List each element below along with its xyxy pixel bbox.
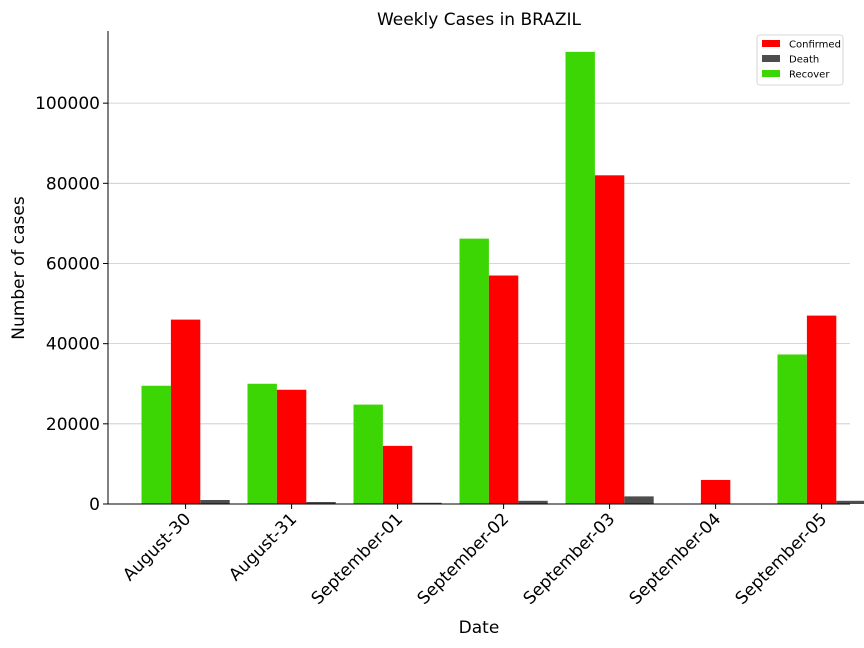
x-tick-label: September-01: [308, 509, 407, 608]
x-axis-label: Date: [459, 618, 500, 638]
x-tick-label: August-30: [119, 509, 195, 585]
x-tick-label: September-04: [626, 509, 725, 608]
bar-confirmed-september-02: [488, 275, 519, 504]
y-axis-label: Number of cases: [9, 196, 29, 340]
bar-death-august-30: [200, 499, 230, 504]
x-ticks: August-30 August-31 September-01 September-…: [119, 504, 831, 609]
x-tick-label: August-31: [225, 509, 301, 585]
bar-recover-september-01: [353, 404, 383, 504]
bars: [141, 51, 864, 505]
bar-death-september-02: [518, 500, 548, 504]
bar-confirmed-august-31: [276, 389, 307, 504]
bar-death-september-03: [624, 496, 654, 504]
bar-recover-september-02: [459, 238, 489, 504]
bar-confirmed-september-04: [700, 479, 731, 504]
y-tick-label: 0: [89, 495, 100, 515]
legend-label-confirmed: Confirmed: [789, 40, 841, 51]
bar-recover-september-03: [565, 51, 595, 505]
axes: [107, 31, 850, 505]
y-tick-label: 20000: [46, 415, 100, 435]
bar-death-august-31: [306, 501, 336, 504]
legend: Confirmed Death Recover: [756, 34, 844, 86]
bar-confirmed-september-05: [806, 315, 837, 504]
bar-recover-august-30: [141, 385, 171, 504]
bar-recover-august-31: [247, 383, 277, 504]
bar-confirmed-september-01: [382, 445, 413, 504]
bar-confirmed-august-30: [170, 319, 201, 504]
y-tick-label: 60000: [46, 254, 100, 274]
legend-swatch-recover: [762, 70, 780, 77]
y-tick-label: 80000: [46, 174, 100, 194]
bar-death-september-05: [836, 500, 864, 504]
legend-label-death: Death: [789, 55, 819, 66]
legend-label-recover: Recover: [789, 70, 830, 81]
chart-title: Weekly Cases in BRAZIL: [377, 10, 582, 30]
x-tick-label: September-05: [732, 509, 831, 608]
legend-swatch-confirmed: [762, 40, 780, 47]
legend-swatch-death: [762, 55, 780, 62]
y-tick-label: 100000: [35, 94, 100, 114]
x-tick-label: September-03: [520, 509, 619, 608]
bar-recover-september-05: [777, 354, 807, 504]
x-tick-label: September-02: [414, 509, 513, 608]
y-ticks: 0 20000 40000 60000 80000 100000: [35, 94, 108, 515]
bar-confirmed-september-03: [594, 175, 625, 504]
y-tick-label: 40000: [46, 335, 100, 355]
bar-death-september-01: [412, 502, 442, 504]
